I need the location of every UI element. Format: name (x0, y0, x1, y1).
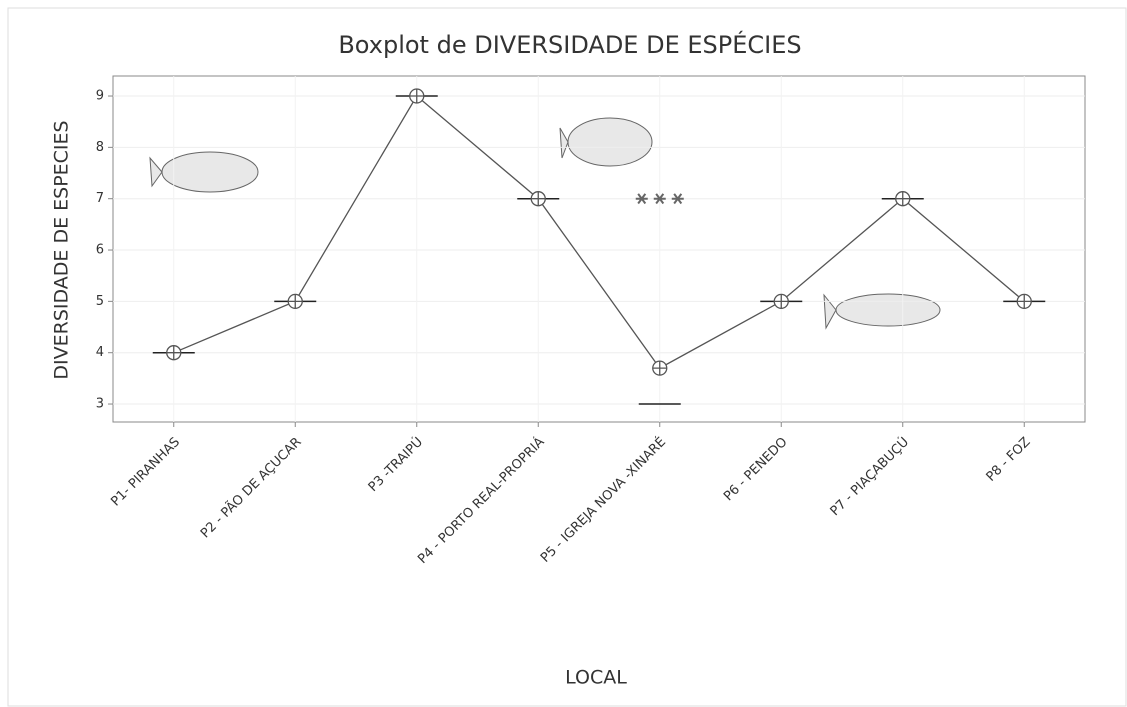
mean-marker (287, 293, 303, 310)
y-tick-label: 6 (96, 243, 104, 258)
mean-marker (1016, 293, 1032, 310)
x-tick-label: P3 -TRAIPÚ (365, 434, 426, 495)
frame (7, 7, 1127, 707)
y-tick-label: 3 (96, 397, 104, 412)
chart-title: Boxplot de DIVERSIDADE DE ESPÉCIES (338, 30, 801, 59)
y-tick-label: 4 (96, 345, 104, 360)
y-tick-label: 8 (96, 140, 104, 155)
outlier (671, 193, 684, 205)
x-tick-label: P7 - PIAÇABUÇÚ (827, 434, 912, 519)
mean-marker (652, 360, 668, 376)
x-axis-label: LOCAL (565, 667, 627, 689)
mean-marker (166, 345, 182, 361)
x-tick-label: P2 - PÃO DE AÇUCAR (197, 434, 304, 541)
mean-marker (895, 191, 911, 207)
outlier (635, 193, 648, 205)
x-tick-label: P8 - FOZ (984, 435, 1034, 485)
mean-marker (773, 293, 789, 310)
x-tick-label: P4 - PORTO REAL-PROPRIÁ (415, 434, 548, 567)
x-tick-label: P1- PIRANHAS (108, 435, 183, 510)
plot-frame (112, 75, 1086, 423)
y-tick-label: 9 (96, 89, 104, 104)
mean-marker (409, 88, 425, 104)
outlier (653, 193, 666, 205)
mean-marker (530, 191, 546, 207)
mean-line (173, 95, 1025, 369)
fish-illustration (149, 117, 941, 330)
y-tick-label: 7 (96, 191, 104, 206)
x-tick-label: P5 - IGREJA NOVA -XINARÉ (537, 434, 669, 566)
x-tick-label: P6 - PENEDO (721, 435, 791, 505)
y-tick-label: 5 (96, 294, 104, 309)
y-axis-label: DIVERSIDADE DE ESPECIES (51, 120, 73, 379)
